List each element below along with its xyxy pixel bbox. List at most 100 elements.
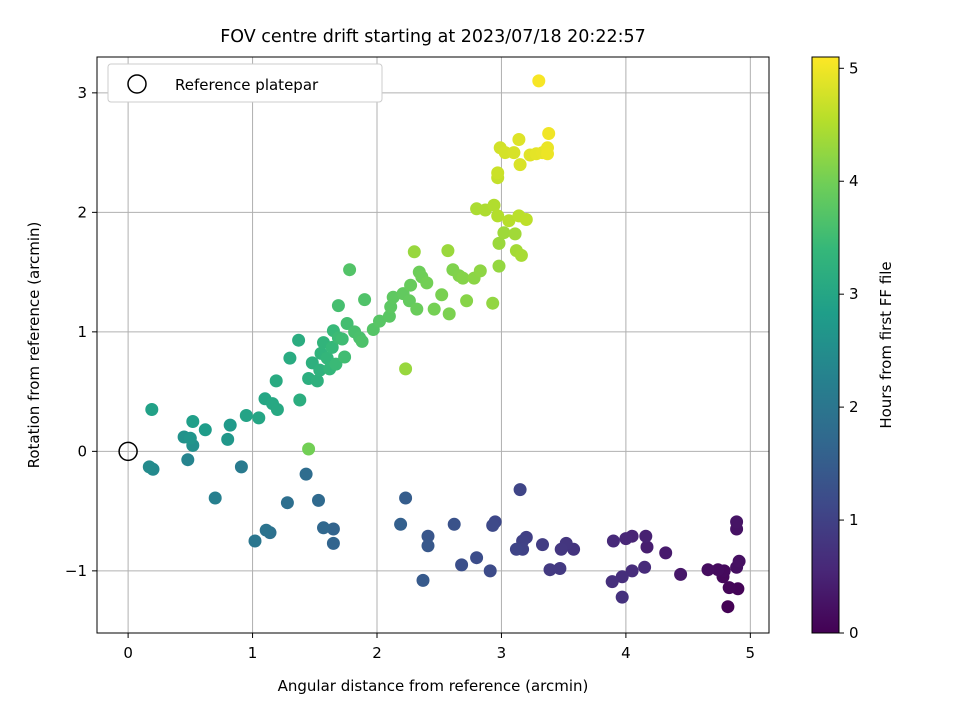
data-point	[435, 288, 449, 302]
data-point	[302, 442, 316, 456]
data-point	[497, 226, 511, 240]
data-point	[407, 245, 421, 259]
data-point	[402, 294, 416, 308]
data-point	[208, 491, 222, 505]
data-point	[441, 244, 455, 258]
data-point	[701, 563, 715, 577]
data-point	[325, 340, 339, 354]
data-point	[639, 529, 653, 543]
data-point	[491, 166, 505, 180]
data-point	[399, 362, 413, 376]
data-point	[270, 403, 284, 416]
data-point	[410, 302, 424, 316]
data-point	[317, 521, 330, 535]
data-point	[355, 334, 369, 348]
plot-frame	[96, 56, 770, 634]
data-point	[532, 74, 546, 88]
data-point	[223, 418, 237, 432]
data-point	[421, 539, 435, 553]
data-point	[507, 146, 521, 160]
data-point	[659, 546, 673, 560]
data-point	[514, 248, 528, 262]
data-point	[386, 290, 400, 304]
grid-lines	[97, 57, 769, 633]
data-point	[181, 453, 195, 467]
data-point	[248, 534, 262, 548]
data-point	[615, 570, 629, 584]
data-point	[605, 575, 619, 589]
data-point	[508, 227, 522, 241]
colorbar-tick-label: 5	[849, 59, 859, 77]
data-point	[292, 333, 306, 347]
data-point	[404, 278, 418, 292]
colorbar-tick-label: 2	[849, 398, 859, 416]
data-point	[343, 263, 357, 277]
data-point	[722, 581, 736, 595]
y-tick-label: 1	[77, 323, 87, 341]
x-tick-label: 4	[621, 644, 631, 662]
data-point	[456, 271, 470, 285]
data-point	[329, 357, 343, 371]
y-axis-ticks: −1 0 1 2 3	[65, 84, 97, 580]
data-point	[259, 523, 273, 537]
data-point	[183, 431, 197, 445]
plot-area: 0 1 2 3 4 5 −1 0 1 2 3	[65, 56, 770, 662]
data-point	[299, 467, 313, 481]
data-point	[399, 491, 413, 505]
data-point	[310, 374, 324, 388]
x-tick-label: 1	[248, 644, 258, 662]
colorbar-label: Hours from first FF file	[877, 261, 895, 428]
x-axis-label: Angular distance from reference (arcmin)	[278, 677, 589, 695]
x-tick-label: 3	[497, 644, 507, 662]
data-point	[382, 309, 396, 323]
data-point	[326, 536, 340, 550]
data-point	[619, 532, 633, 546]
data-point	[512, 133, 526, 146]
data-point	[427, 302, 441, 316]
colorbar-tick-label: 0	[849, 624, 859, 642]
x-tick-label: 2	[372, 644, 382, 662]
data-point	[338, 350, 352, 364]
data-point	[312, 493, 325, 507]
data-point	[145, 403, 159, 416]
data-point	[234, 460, 248, 474]
data-point	[513, 158, 527, 172]
data-point	[509, 542, 523, 556]
data-point	[487, 198, 501, 212]
data-point	[625, 564, 639, 578]
data-point	[331, 299, 345, 313]
data-point	[358, 293, 372, 307]
data-point	[283, 351, 297, 365]
data-point	[460, 294, 474, 308]
chart-title: FOV centre drift starting at 2023/07/18 …	[220, 27, 646, 47]
data-point	[420, 276, 434, 290]
data-point	[483, 564, 497, 578]
data-point	[269, 374, 283, 388]
data-point	[198, 423, 212, 437]
data-point	[536, 538, 549, 552]
data-point	[416, 573, 430, 587]
legend: Reference platepar	[107, 63, 383, 103]
data-point	[730, 515, 744, 529]
data-point	[553, 562, 567, 575]
y-tick-label: 0	[77, 442, 87, 460]
data-point	[473, 264, 487, 278]
data-point	[732, 554, 746, 568]
x-tick-label: 5	[746, 644, 756, 662]
data-point	[340, 317, 354, 330]
data-point	[638, 560, 652, 574]
data-point	[470, 551, 484, 565]
data-point	[711, 563, 725, 577]
data-point	[554, 542, 568, 556]
data-point	[373, 314, 386, 328]
data-point	[326, 522, 340, 536]
data-point	[492, 259, 506, 273]
y-tick-label: 3	[77, 84, 87, 102]
data-point	[280, 496, 294, 510]
data-point	[394, 517, 408, 531]
data-point	[606, 534, 620, 548]
legend-box	[107, 63, 383, 103]
scatter-points	[142, 74, 746, 614]
data-point	[502, 214, 516, 228]
data-point	[486, 296, 500, 310]
